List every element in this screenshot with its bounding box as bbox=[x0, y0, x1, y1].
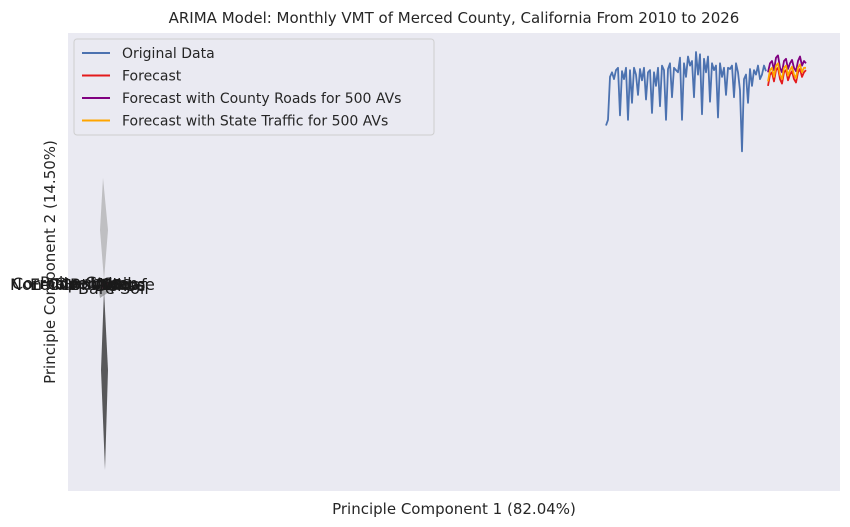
overlay-label-2: Edible bbox=[30, 275, 79, 294]
overlay-labels: Non-CorrosiveCorrosiveEdiblePoisonousOpe… bbox=[10, 273, 155, 298]
overlay-label-7: Bare Soil bbox=[78, 279, 149, 298]
overlay-label-3: Poisonous bbox=[40, 273, 120, 292]
y-axis-label: Principle Component 2 (14.50%) bbox=[41, 140, 59, 384]
overlay-label-5: Coniferous bbox=[60, 275, 146, 294]
overlay-shape-top bbox=[100, 178, 108, 280]
legend-box bbox=[73, 38, 435, 136]
series-layer bbox=[605, 51, 807, 153]
legend-label-0: Original Data bbox=[122, 46, 215, 62]
overlay-label-8: Grass bbox=[85, 273, 130, 292]
overlay-label-1: Corrosive bbox=[12, 274, 87, 293]
series-line-3 bbox=[767, 62, 806, 82]
overlay-shape-bottom bbox=[101, 290, 108, 470]
overlay-label-10: Dense bbox=[95, 276, 145, 295]
overlay-center-point bbox=[101, 281, 109, 289]
overlay-label-9: Urban bbox=[90, 274, 138, 293]
overlay-shapes bbox=[98, 178, 112, 470]
series-line-0 bbox=[605, 51, 767, 153]
legend: Original Data Forecast Forecast with Count… bbox=[73, 38, 435, 136]
overlay-label-0: Non-Corrosive bbox=[10, 275, 123, 294]
chart-title: ARIMA Model: Monthly VMT of Merced Count… bbox=[169, 9, 740, 27]
legend-label-1: Forecast bbox=[122, 69, 182, 85]
overlay-label-11: Sparse bbox=[100, 275, 155, 294]
overlay-label-6: Broadleaf bbox=[70, 275, 147, 294]
legend-label-2: Forecast with County Roads for 500 AVs bbox=[122, 91, 401, 107]
series-line-2 bbox=[767, 54, 807, 74]
overlay-label-4: Open Soil bbox=[55, 274, 132, 293]
x-axis-label: Principle Component 1 (82.04%) bbox=[332, 500, 576, 518]
legend-label-3: Forecast with State Traffic for 500 AVs bbox=[122, 114, 388, 130]
